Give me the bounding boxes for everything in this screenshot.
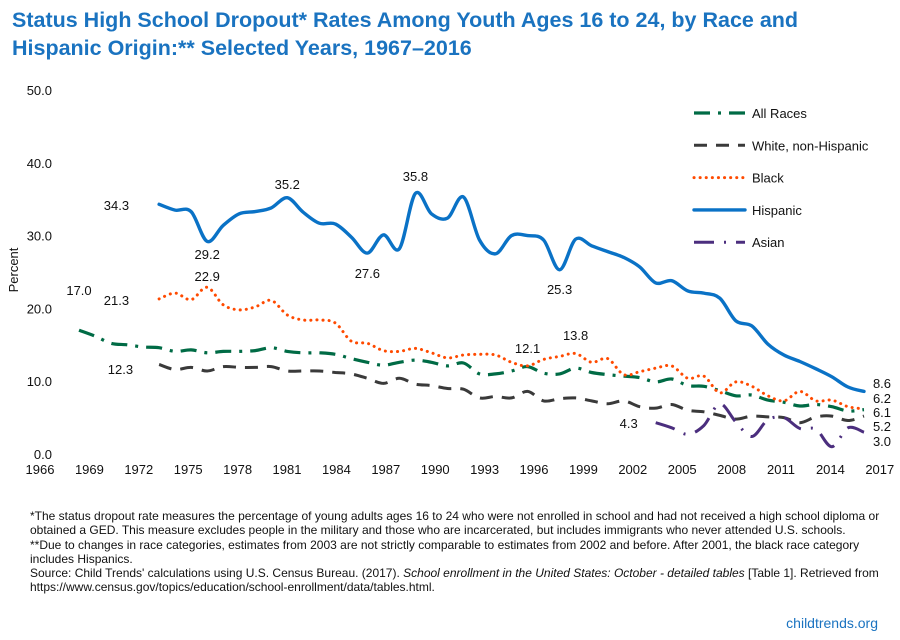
y-tick-label: 0.0 bbox=[34, 447, 52, 462]
data-label: 4.3 bbox=[620, 416, 638, 431]
x-tick-label: 2011 bbox=[767, 462, 795, 477]
x-tick-label: 1966 bbox=[26, 462, 55, 477]
legend-item-black: Black bbox=[692, 171, 784, 186]
data-label: 27.6 bbox=[355, 266, 380, 281]
data-label: 21.3 bbox=[104, 293, 129, 308]
data-label: 3.0 bbox=[873, 434, 891, 449]
legend-item-white-non-hispanic: White, non-Hispanic bbox=[694, 138, 869, 153]
data-label: 35.8 bbox=[403, 169, 428, 184]
data-label: 29.2 bbox=[195, 247, 220, 262]
data-label: 8.6 bbox=[873, 376, 891, 391]
legend-label: All Races bbox=[752, 106, 807, 121]
data-label: 12.3 bbox=[108, 362, 133, 377]
series-line-black bbox=[157, 285, 866, 411]
data-label: 17.0 bbox=[66, 283, 91, 298]
line-chart: Percent 0.0 10.0 20.0 30.0 40.0 50.0 1966 1969… bbox=[6, 83, 894, 477]
data-label: 5.2 bbox=[873, 419, 891, 434]
y-tick-label: 30.0 bbox=[27, 229, 52, 244]
data-label: 6.1 bbox=[873, 405, 891, 420]
x-tick-label: 2014 bbox=[816, 462, 845, 477]
footnote-race-categories: **Due to changes in race categories, est… bbox=[30, 537, 860, 566]
series-line-asian bbox=[655, 402, 865, 449]
x-tick-label: 1999 bbox=[569, 462, 598, 477]
chart-title: Status High School Dropout* Rates Among … bbox=[12, 8, 799, 60]
x-tick-label: 2005 bbox=[668, 462, 697, 477]
series-line-hispanic bbox=[157, 190, 866, 394]
legend-item-hispanic: Hispanic bbox=[692, 203, 802, 218]
legend-label: Hispanic bbox=[752, 203, 802, 218]
data-label: 6.2 bbox=[873, 391, 891, 406]
data-label: 13.8 bbox=[563, 328, 588, 343]
footnotes: *The status dropout rate measures the pe… bbox=[30, 509, 890, 595]
source-title: School enrollment in the United States: … bbox=[403, 566, 745, 581]
series-line-white-non-hispanic bbox=[158, 363, 865, 425]
y-tick-label: 10.0 bbox=[27, 374, 52, 389]
brand-link[interactable]: childtrends.org bbox=[786, 615, 878, 631]
legend-label: White, non-Hispanic bbox=[752, 138, 869, 153]
x-tick-label: 2002 bbox=[618, 462, 647, 477]
x-tick-label: 1972 bbox=[124, 462, 153, 477]
legend-item-all-races: All Races bbox=[694, 106, 807, 121]
y-tick-label: 20.0 bbox=[27, 301, 52, 316]
x-tick-label: 1993 bbox=[470, 462, 499, 477]
x-tick-label: 1987 bbox=[371, 462, 400, 477]
source-note: Source: Child Trends' calculations using… bbox=[30, 566, 890, 595]
legend-label: Asian bbox=[752, 235, 785, 250]
x-tick-label: 1984 bbox=[322, 462, 351, 477]
x-tick-label: 1996 bbox=[520, 462, 549, 477]
series-line-all-races bbox=[78, 328, 865, 413]
data-label: 34.3 bbox=[104, 198, 129, 213]
data-label: 25.3 bbox=[547, 282, 572, 297]
x-tick-label: 1969 bbox=[75, 462, 104, 477]
x-tick-label: 2017 bbox=[865, 462, 894, 477]
data-label: 22.9 bbox=[195, 269, 220, 284]
y-tick-label: 50.0 bbox=[27, 83, 52, 98]
x-tick-label: 2008 bbox=[717, 462, 746, 477]
data-label: 12.1 bbox=[515, 341, 540, 356]
legend-label: Black bbox=[752, 171, 784, 186]
x-tick-label: 1978 bbox=[223, 462, 252, 477]
y-tick-label: 40.0 bbox=[27, 156, 52, 171]
legend: All Races White, non-Hispanic Black Hispani… bbox=[692, 106, 869, 250]
x-tick-label: 1990 bbox=[421, 462, 450, 477]
legend-item-asian: Asian bbox=[694, 235, 785, 250]
x-tick-label: 1975 bbox=[174, 462, 203, 477]
footnote-dropout-definition: *The status dropout rate measures the pe… bbox=[30, 509, 880, 538]
source-prefix: Source: Child Trends' calculations using… bbox=[30, 566, 404, 581]
x-tick-label: 1981 bbox=[273, 462, 302, 477]
data-label: 35.2 bbox=[275, 177, 300, 192]
source-suffix: [Table 1]. Retrieved from https://www.ce… bbox=[30, 566, 879, 595]
y-axis-label: Percent bbox=[6, 247, 21, 292]
